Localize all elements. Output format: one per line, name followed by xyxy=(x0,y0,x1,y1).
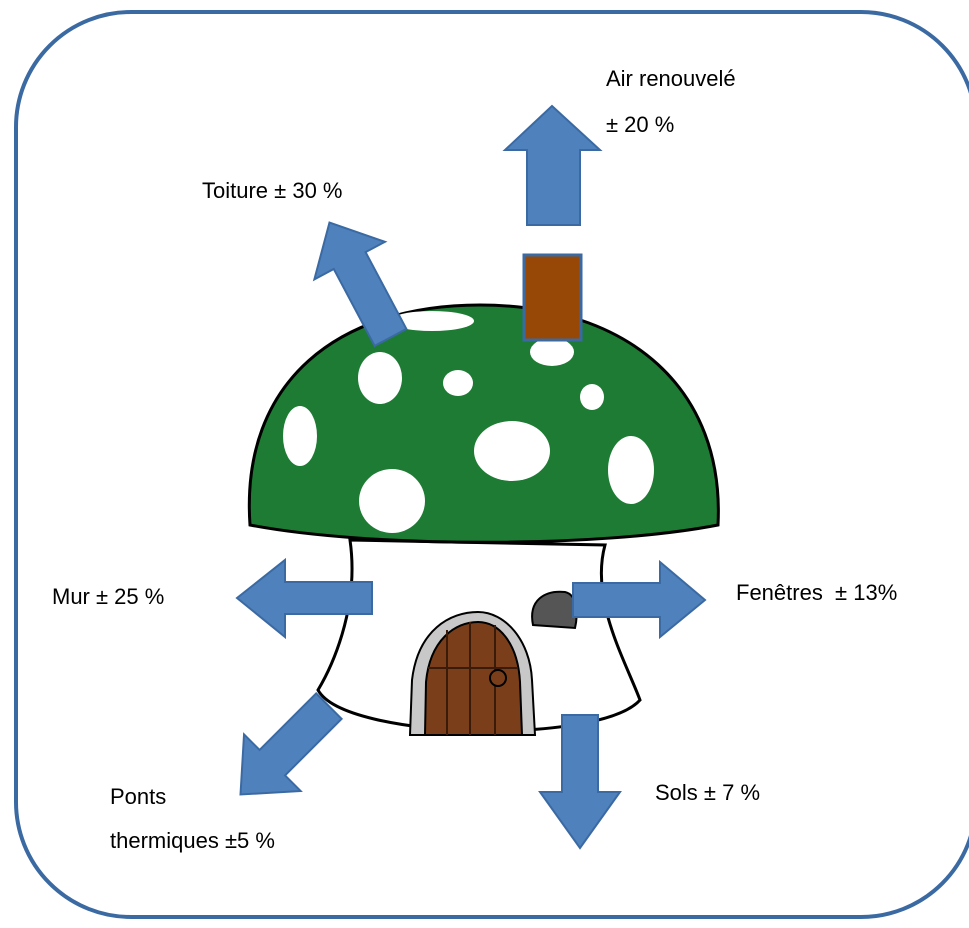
label: ± 20 % xyxy=(606,112,674,137)
label: Fenêtres ± 13% xyxy=(736,580,897,605)
label: Mur ± 25 % xyxy=(52,584,164,609)
label: Ponts xyxy=(110,784,166,809)
label: Sols ± 7 % xyxy=(655,780,760,805)
label: thermiques ±5 % xyxy=(110,828,275,853)
diagram: Air renouvelé ± 20 % Toiture ± 30 % Mur … xyxy=(0,0,969,928)
door-knob xyxy=(490,670,506,686)
label: Air renouvelé xyxy=(606,66,736,91)
label: Toiture ± 30 % xyxy=(202,178,342,203)
chimney xyxy=(524,255,581,340)
